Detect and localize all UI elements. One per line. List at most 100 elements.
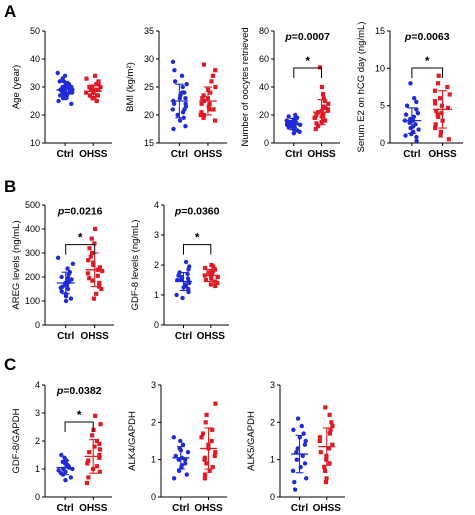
data-point (170, 107, 175, 112)
series-ohss (202, 262, 220, 289)
data-point (84, 90, 89, 95)
data-point (92, 444, 97, 449)
data-point (435, 112, 440, 117)
data-point (84, 76, 89, 81)
y-tick-label: 40 (30, 54, 40, 64)
data-point (57, 79, 62, 84)
data-point (437, 96, 443, 101)
data-point (210, 465, 215, 470)
data-point (206, 104, 211, 109)
data-point (433, 125, 438, 131)
data-point (63, 478, 68, 483)
data-point (321, 104, 326, 109)
significance-star: * (195, 231, 200, 245)
data-point (97, 265, 102, 270)
data-point (291, 427, 296, 432)
y-tick-label: 30 (144, 54, 154, 64)
y-tick-label: 1 (35, 464, 40, 474)
data-point (211, 107, 216, 112)
data-point (215, 274, 220, 280)
data-point (178, 438, 183, 444)
significance-star: * (425, 54, 430, 68)
data-point (203, 420, 208, 425)
data-point (435, 81, 441, 86)
data-point (317, 65, 323, 70)
y-tick-label: 0 (270, 492, 275, 502)
y-tick-label: 0 (264, 138, 269, 148)
data-point (199, 110, 204, 115)
data-point (184, 472, 190, 477)
data-point (200, 431, 206, 436)
series-ohss (198, 62, 218, 123)
data-point (433, 122, 438, 127)
series-ctrl (284, 112, 303, 136)
data-point (171, 476, 177, 481)
data-point (181, 115, 186, 121)
data-point (284, 118, 290, 123)
data-point (321, 96, 326, 101)
data-point (329, 420, 334, 425)
data-point (432, 99, 438, 104)
data-point (183, 96, 188, 101)
data-point (407, 120, 412, 126)
data-point (97, 284, 102, 289)
data-point (184, 82, 189, 87)
data-point (93, 226, 98, 232)
data-point (323, 468, 328, 473)
y-tick-label: 4 (154, 200, 159, 210)
data-point (84, 480, 90, 486)
data-point (90, 96, 95, 101)
y-tick-label: 2 (270, 417, 275, 427)
data-point (88, 87, 93, 92)
data-point (447, 92, 452, 97)
data-point (98, 84, 103, 90)
data-point (404, 103, 410, 108)
data-point (99, 286, 104, 292)
data-point (432, 88, 438, 93)
data-point (92, 87, 97, 92)
y-axis-label: ALK5/GAPDH (246, 411, 257, 471)
data-point (304, 476, 309, 481)
y-tick-label: 400 (25, 224, 40, 234)
data-point (89, 236, 94, 241)
data-point (324, 476, 329, 481)
data-point (208, 282, 213, 287)
data-point (55, 70, 60, 76)
data-point (183, 461, 188, 466)
data-point (414, 99, 419, 105)
data-point (97, 441, 102, 446)
data-point (86, 258, 91, 263)
data-point (96, 79, 101, 84)
data-point (286, 114, 291, 119)
data-point (91, 262, 96, 268)
data-point (433, 101, 438, 106)
y-tick-label: 300 (25, 248, 40, 258)
y-tick-label: 0 (151, 492, 156, 502)
x-category-label: Ctrl (56, 503, 73, 514)
data-point (90, 433, 95, 438)
data-point (98, 422, 103, 427)
data-point (180, 442, 186, 447)
data-point (94, 464, 99, 469)
data-point (201, 62, 207, 67)
data-point (322, 98, 327, 104)
chart-2: 15 20 25 30 35 Ctrl OHSS BMI (kg/m²) (125, 26, 227, 160)
x-category-label: OHSS (194, 503, 223, 514)
data-point (202, 476, 207, 481)
data-point (207, 101, 212, 106)
data-point (324, 457, 329, 462)
series-ohss (84, 73, 103, 104)
data-point (323, 405, 328, 410)
data-point (208, 90, 213, 95)
data-point (182, 457, 188, 462)
data-point (89, 84, 95, 90)
data-point (290, 468, 296, 474)
data-point (414, 138, 419, 143)
data-point (170, 59, 176, 64)
data-point (86, 475, 91, 480)
data-point (292, 487, 298, 492)
data-point (302, 442, 308, 447)
y-tick-label: 0 (35, 320, 40, 330)
data-point (175, 112, 180, 118)
x-category-label: OHSS (307, 149, 336, 160)
